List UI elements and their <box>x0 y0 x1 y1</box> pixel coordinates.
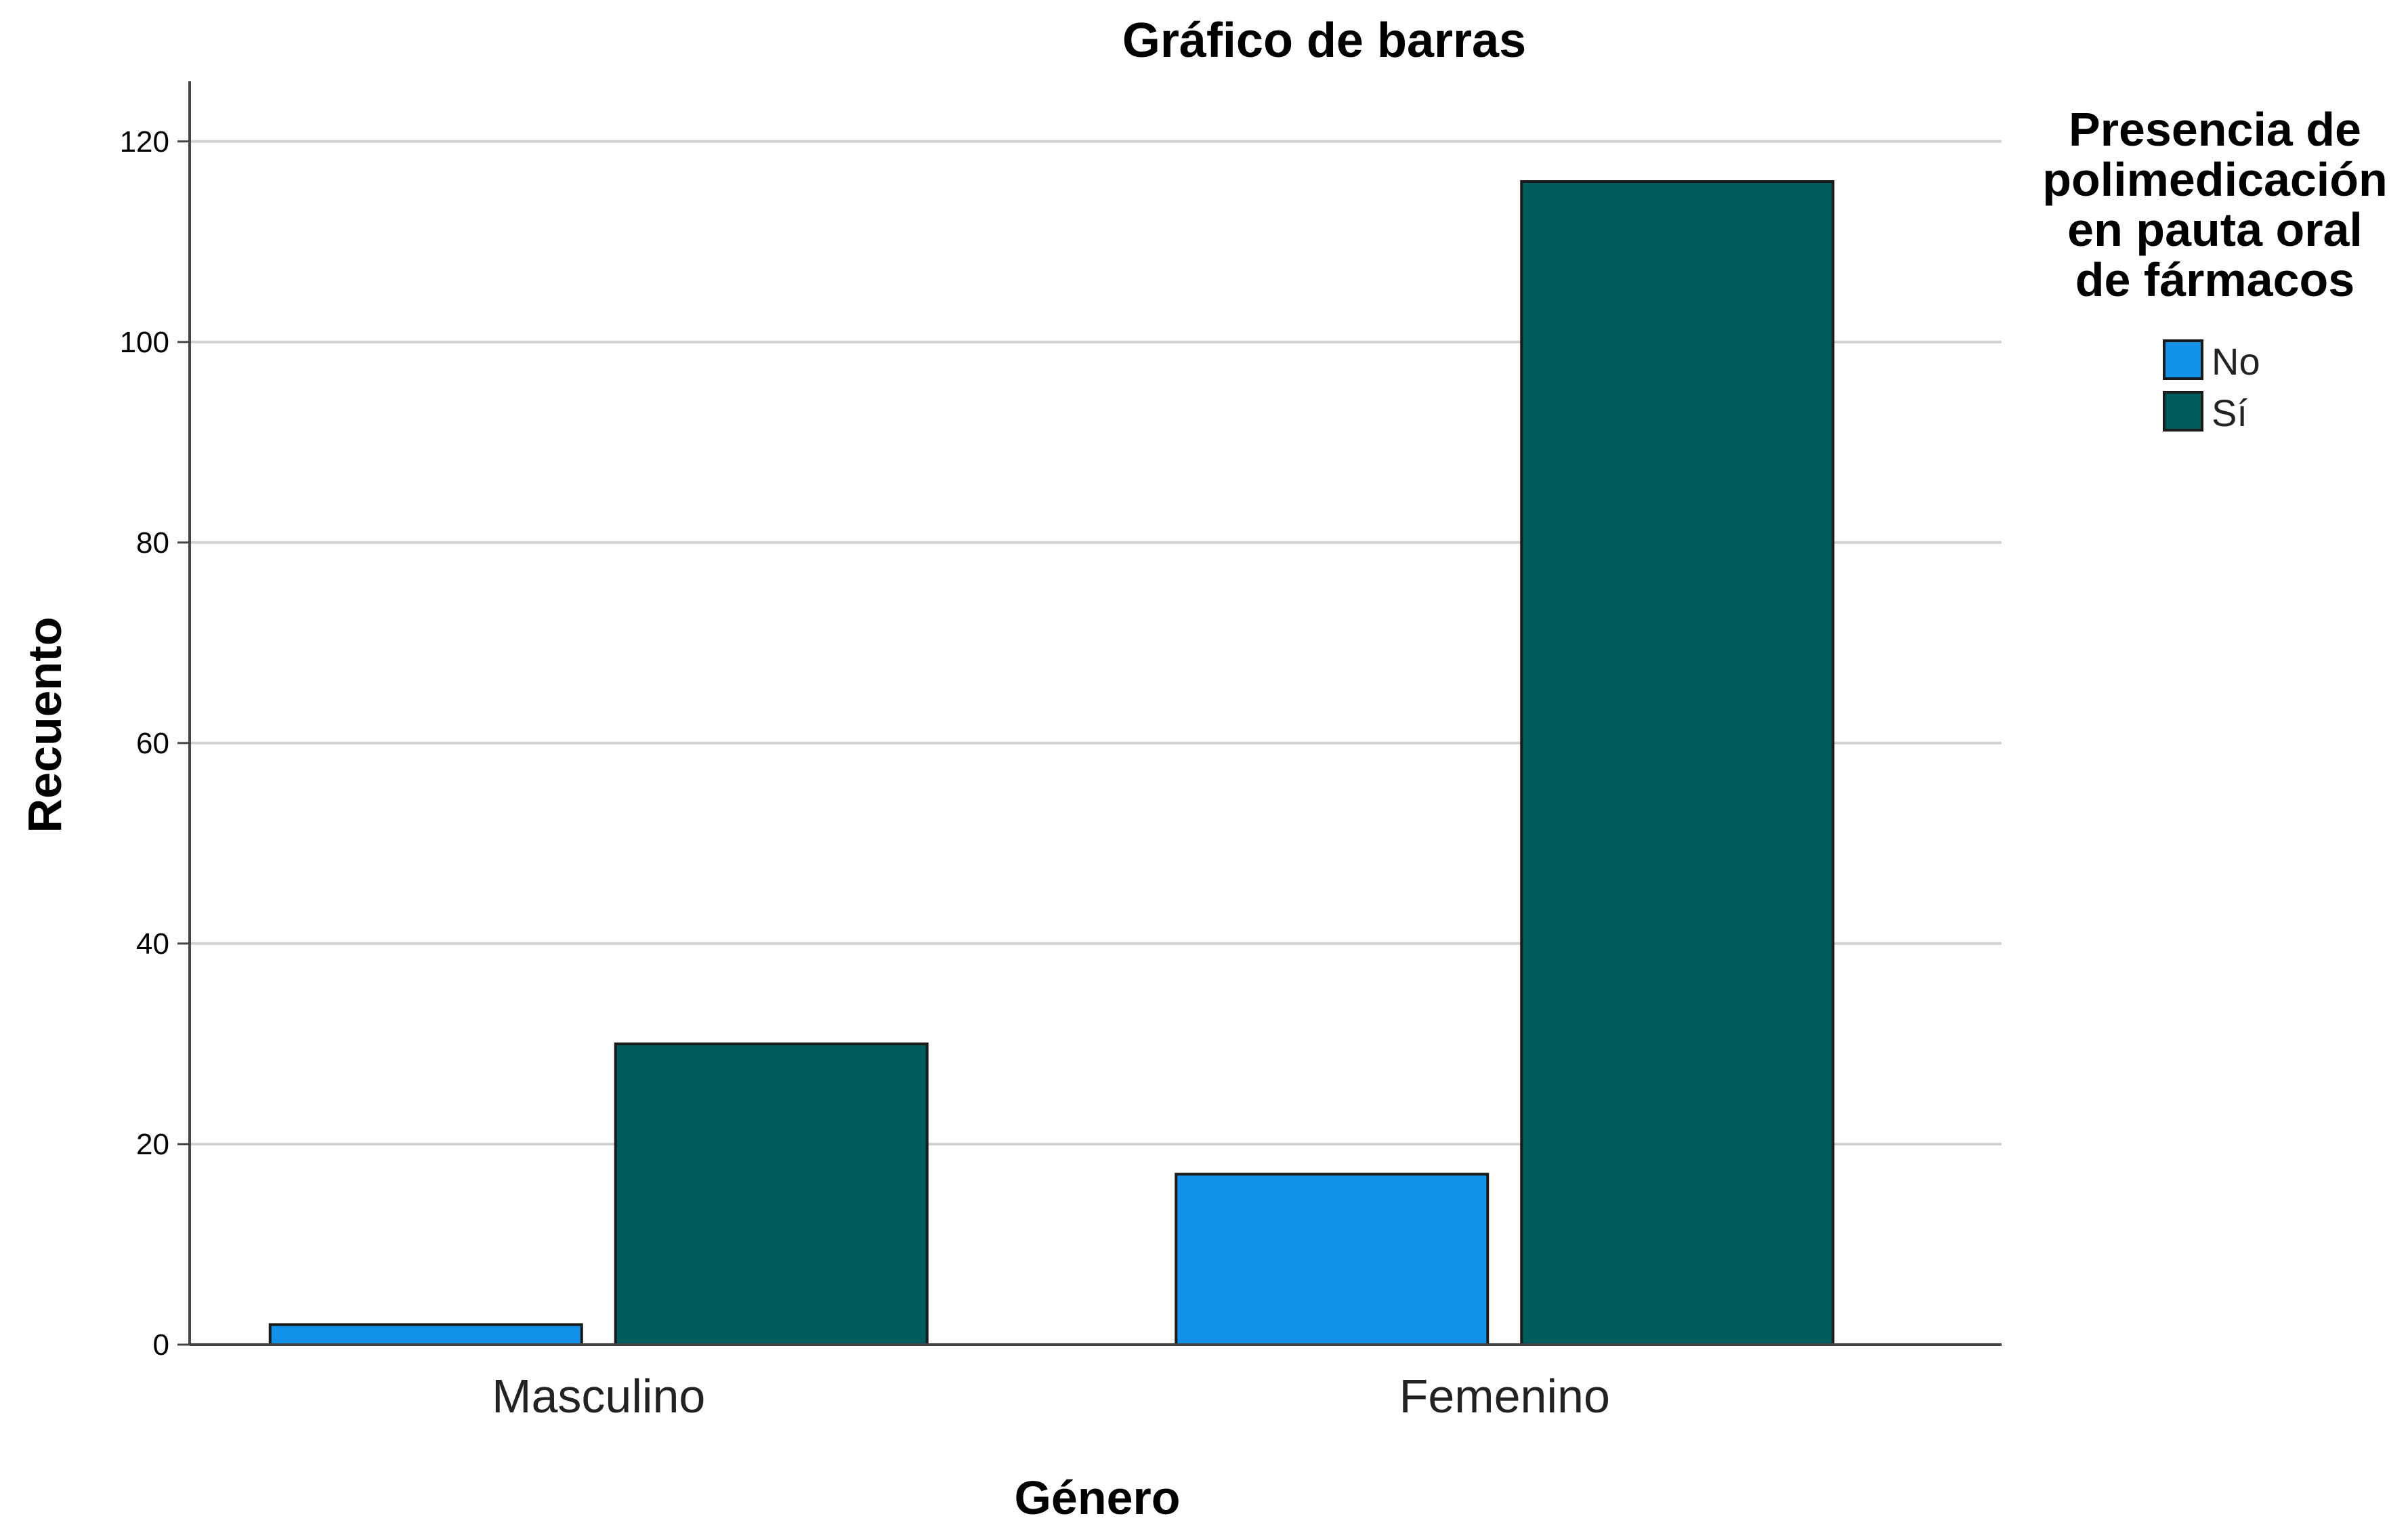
y-tick-label: 40 <box>136 927 169 961</box>
y-tick-label: 80 <box>136 526 169 560</box>
legend-title-line: polimedicación <box>2042 153 2388 206</box>
legend-title-line: en pauta oral <box>2067 203 2363 256</box>
legend-swatch-no <box>2163 339 2203 380</box>
legend-title-line: de fármacos <box>2075 253 2354 306</box>
y-tick-label: 100 <box>120 326 169 359</box>
x-category-labels: Masculino Femenino <box>492 1370 1610 1423</box>
x-tick-label: Masculino <box>492 1370 705 1423</box>
legend-label-si: Sí <box>2212 392 2247 434</box>
y-axis-title: Recuento <box>18 617 71 833</box>
chart-title: Gráfico de barras <box>1122 14 1526 68</box>
axes <box>188 81 2002 1346</box>
legend-title-line: Presencia de <box>2069 103 2361 156</box>
bar-femenino-no <box>1175 1173 1490 1347</box>
legend-swatch-si <box>2163 391 2203 432</box>
legend-label-no: No <box>2212 340 2260 383</box>
y-tick-labels: 0 20 40 60 80 100 120 <box>120 125 190 1362</box>
bars <box>268 180 1835 1347</box>
y-tick-label: 0 <box>153 1328 169 1362</box>
bar-masculino-si <box>614 1042 929 1346</box>
y-tick-label: 20 <box>136 1128 169 1161</box>
x-axis-title: Género <box>1014 1471 1180 1524</box>
bar-masculino-no <box>268 1323 583 1347</box>
x-tick-label: Femenino <box>1399 1370 1610 1423</box>
y-tick-label: 60 <box>136 727 169 760</box>
y-tick-label: 120 <box>120 125 169 159</box>
bar-femenino-si <box>1520 180 1835 1346</box>
